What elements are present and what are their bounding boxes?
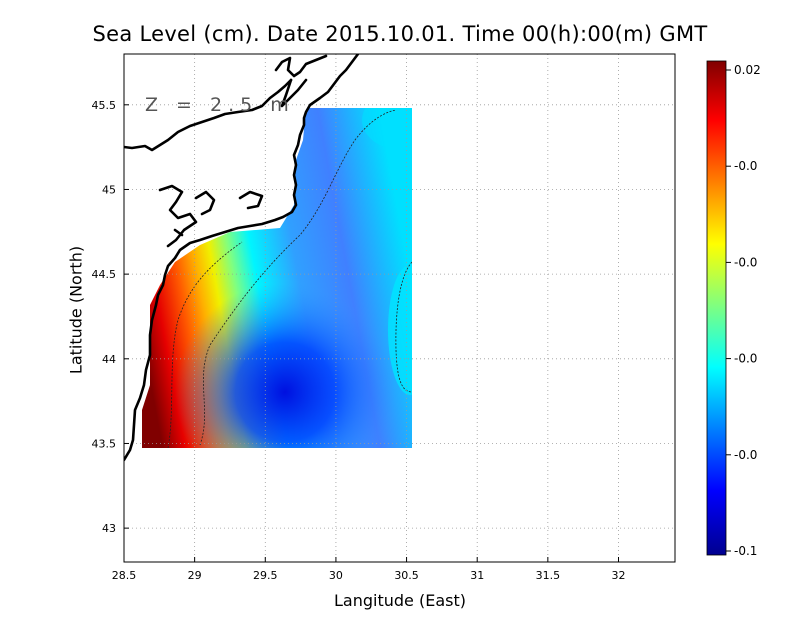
colorbar <box>706 60 727 556</box>
colorbar-tick-label: 0.02 <box>734 63 761 77</box>
x-tick-label: 28.5 <box>112 569 137 582</box>
x-tick-labels: 28.5 29 29.5 30 30.5 31 31.5 32 <box>112 557 625 582</box>
plot-frame <box>123 53 676 563</box>
depth-annotation: Z = 2.5 m <box>145 94 295 116</box>
grid-lines <box>124 54 675 562</box>
x-tick-label: 31 <box>470 569 484 582</box>
y-tick-label: 44 <box>102 353 116 366</box>
chart-title: Sea Level (cm). Date 2015.10.01. Time 00… <box>92 22 708 46</box>
x-tick-label: 29 <box>188 569 202 582</box>
colorbar-tick-label: -0.1 <box>734 544 757 558</box>
y-tick-label: 45 <box>102 183 116 196</box>
colorbar-tick-label: -0.0 <box>734 255 757 269</box>
y-tick-label: 45.5 <box>92 99 117 112</box>
sea-level-field <box>142 108 412 448</box>
colorbar-tick-label: -0.0 <box>734 159 757 173</box>
y-tick-label: 44.5 <box>92 268 117 281</box>
x-tick-label: 32 <box>611 569 625 582</box>
colorbar-tick-labels: 0.02 -0.0 -0.0 -0.0 -0.0 -0.1 <box>726 63 761 558</box>
x-tick-label: 29.5 <box>253 569 278 582</box>
y-tick-labels: 43 43.5 44 44.5 45 45.5 <box>92 99 129 535</box>
y-tick-label: 43 <box>102 522 116 535</box>
colorbar-tick-label: -0.0 <box>734 448 757 462</box>
x-tick-label: 30 <box>329 569 343 582</box>
colorbar-tick-label: -0.0 <box>734 352 757 366</box>
x-tick-label: 31.5 <box>536 569 561 582</box>
x-axis-label: Langitude (East) <box>334 591 466 610</box>
x-tick-label: 30.5 <box>394 569 419 582</box>
y-tick-label: 43.5 <box>92 437 117 450</box>
coastline <box>124 54 360 462</box>
